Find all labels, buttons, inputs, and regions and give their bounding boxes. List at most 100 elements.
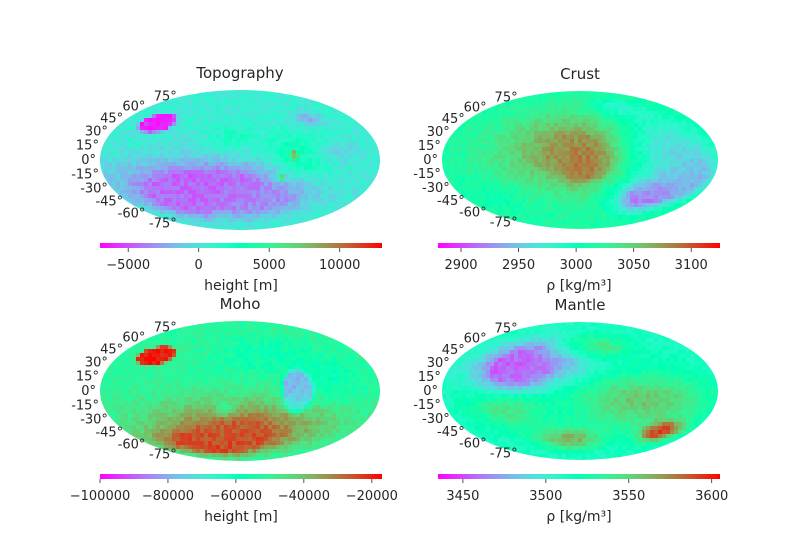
- map-cell: [136, 369, 141, 374]
- map-cell: [320, 214, 325, 219]
- map-cell: [678, 115, 683, 120]
- map-cell: [562, 183, 567, 188]
- map-cell: [332, 194, 337, 199]
- map-cell: [300, 158, 305, 163]
- map-cell: [602, 139, 607, 144]
- map-cell: [308, 349, 313, 354]
- map-cell: [240, 182, 245, 187]
- map-cell: [276, 150, 281, 155]
- map-cell: [470, 151, 475, 156]
- map-cell: [454, 127, 459, 132]
- map-cell: [224, 190, 229, 195]
- map-cell: [578, 171, 583, 176]
- map-cell: [252, 178, 257, 183]
- map-cell: [582, 131, 587, 136]
- map-cell: [482, 151, 487, 156]
- map-cell: [312, 134, 317, 139]
- map-cell: [538, 155, 543, 160]
- map-cell: [184, 385, 189, 390]
- map-cell: [514, 159, 519, 164]
- map-cell: [542, 119, 547, 124]
- map-cell: [104, 166, 109, 171]
- map-cell: [324, 214, 329, 219]
- map-cell: [360, 373, 365, 378]
- map-cell: [494, 183, 499, 188]
- map-cell: [344, 194, 349, 199]
- map-cell: [268, 198, 273, 203]
- map-cell: [622, 139, 627, 144]
- map-cell: [714, 143, 718, 148]
- map-cell: [582, 219, 587, 224]
- map-cell: [690, 131, 695, 136]
- map-cell: [558, 171, 563, 176]
- map-cell: [220, 373, 225, 378]
- map-cell: [514, 127, 519, 132]
- map-cell: [188, 162, 193, 167]
- map-cell: [168, 154, 173, 159]
- map-cell: [208, 134, 213, 139]
- map-cell: [196, 210, 201, 215]
- map-cell: [654, 99, 659, 104]
- map-cell: [316, 106, 321, 111]
- map-cell: [336, 122, 341, 127]
- lat-tick-label: 0°: [81, 153, 96, 168]
- map-cell: [474, 119, 479, 124]
- map-cell: [530, 179, 535, 184]
- map-cell: [260, 321, 265, 326]
- map-cell: [208, 202, 213, 207]
- map-cell: [506, 179, 511, 184]
- map-cell: [128, 381, 133, 386]
- map-cell: [646, 199, 651, 204]
- map-cell: [292, 94, 297, 99]
- map-cell: [502, 187, 507, 192]
- map-cell: [344, 114, 349, 119]
- map-cell: [300, 214, 305, 219]
- map-cell: [352, 353, 357, 358]
- map-cell: [574, 151, 579, 156]
- map-cell: [180, 214, 185, 219]
- map-cell: [562, 191, 567, 196]
- map-cell: [534, 143, 539, 148]
- map-cell: [610, 167, 615, 172]
- map-cell: [172, 373, 177, 378]
- map-cell: [148, 110, 153, 115]
- map-cell: [622, 215, 627, 220]
- map-cell: [514, 175, 519, 180]
- map-cell: [216, 369, 221, 374]
- map-cell: [240, 158, 245, 163]
- map-cell: [526, 143, 531, 148]
- map-cell: [506, 99, 511, 104]
- map-cell: [474, 167, 479, 172]
- map-cell: [312, 186, 317, 191]
- map-cell: [300, 202, 305, 207]
- map-cell: [340, 349, 345, 354]
- map-cell: [610, 203, 615, 208]
- map-cell: [144, 194, 149, 199]
- map-cell: [260, 138, 265, 143]
- map-cell: [490, 143, 495, 148]
- map-cell: [566, 115, 571, 120]
- map-cell: [136, 389, 141, 394]
- map-cell: [308, 178, 313, 183]
- map-cell: [606, 95, 611, 100]
- map-cell: [300, 190, 305, 195]
- map-cell: [288, 102, 293, 107]
- map-cell: [300, 110, 305, 115]
- map-cell: [140, 349, 145, 354]
- map-cell: [372, 154, 377, 159]
- map-cell: [100, 142, 105, 147]
- map-cell: [148, 122, 153, 127]
- map-cell: [582, 199, 587, 204]
- lat-tick-label: -75°: [490, 216, 518, 231]
- map-cell: [236, 90, 241, 95]
- panel-title: Moho: [220, 295, 261, 313]
- map-cell: [550, 123, 555, 128]
- map-cell: [236, 341, 241, 346]
- map-cell: [204, 182, 209, 187]
- map-cell: [662, 207, 667, 212]
- map-cell: [578, 163, 583, 168]
- map-cell: [658, 147, 663, 152]
- map-cell: [112, 377, 117, 382]
- map-cell: [682, 187, 687, 192]
- map-cell: [546, 123, 551, 128]
